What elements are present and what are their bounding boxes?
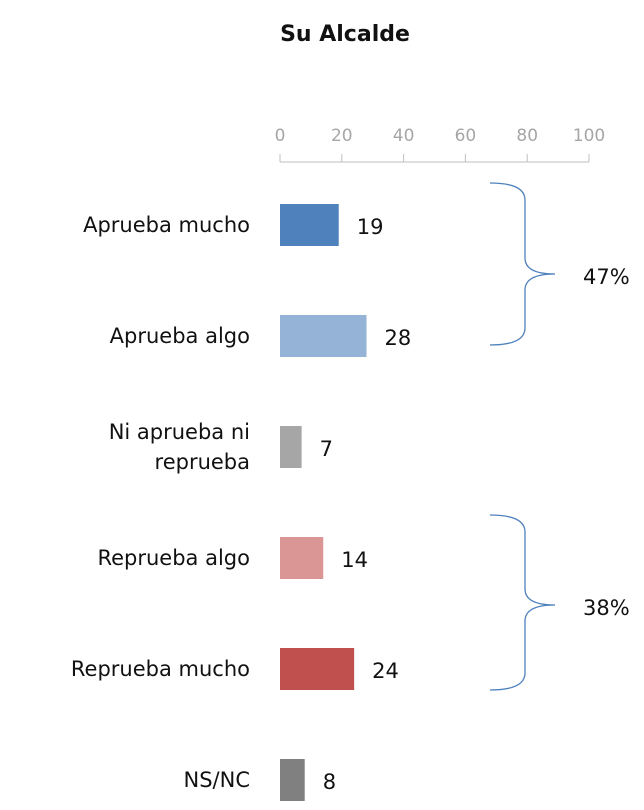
x-tick-label: 60 — [455, 126, 477, 146]
bar — [280, 537, 324, 579]
bracket — [489, 514, 556, 691]
bar — [280, 426, 302, 468]
y-tick-label: Aprueba algo — [109, 324, 250, 348]
x-tick-label: 20 — [331, 126, 353, 146]
y-tick-label: Reprueba mucho — [70, 657, 250, 681]
bracket — [489, 182, 556, 346]
y-tick-label: NS/NC — [183, 768, 251, 792]
bar — [280, 315, 367, 357]
value-label: 14 — [341, 548, 368, 572]
value-label: 8 — [323, 770, 336, 794]
y-tick-label: Reprueba algo — [97, 546, 250, 570]
chart-title: Su Alcalde — [280, 22, 410, 47]
x-tick-label: 100 — [573, 126, 605, 146]
y-tick-label: Ni aprueba ni reprueba — [108, 420, 250, 474]
annotation: 38% — [583, 596, 630, 620]
annotation: 47% — [583, 265, 630, 289]
bar — [280, 204, 339, 246]
bar — [280, 648, 355, 690]
x-tick-label: 0 — [275, 126, 286, 146]
value-label: 7 — [320, 437, 333, 461]
x-tick-label: 80 — [516, 126, 538, 146]
y-tick-label: Aprueba mucho — [83, 213, 250, 237]
value-label: 19 — [357, 215, 384, 239]
value-label: 24 — [372, 659, 399, 683]
value-label: 28 — [385, 326, 412, 350]
x-tick-label: 40 — [393, 126, 415, 146]
bar — [280, 759, 305, 801]
